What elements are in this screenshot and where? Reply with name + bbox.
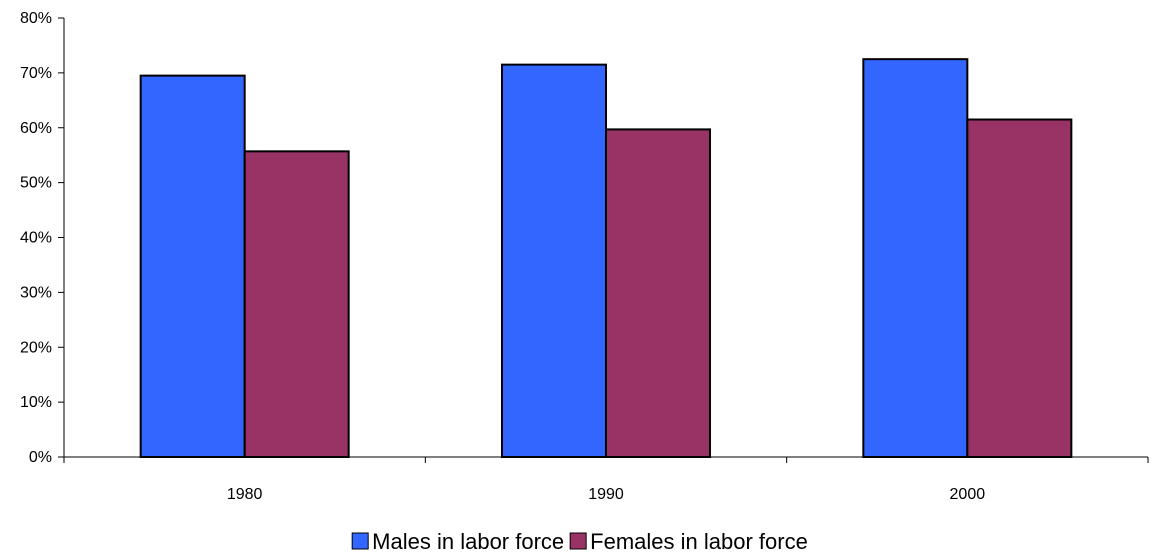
bar-females-1990 xyxy=(605,128,711,459)
y-tick-label: 40% xyxy=(20,230,52,247)
bar-males-1980 xyxy=(139,74,246,459)
bar-males-1990 xyxy=(501,63,607,459)
y-tick-label: 80% xyxy=(20,10,52,27)
y-tick-label: 0% xyxy=(29,449,52,466)
x-axis-ticks: 1980 1990 2000 xyxy=(63,457,1149,503)
y-tick-label: 50% xyxy=(20,175,52,192)
y-tick-label: 10% xyxy=(20,394,52,411)
x-tick-label: 1990 xyxy=(588,486,624,503)
legend-swatch-females xyxy=(569,532,587,550)
y-tick-label: 30% xyxy=(20,284,52,301)
axes xyxy=(63,18,1148,458)
legend: Males in labor force Females in labor for… xyxy=(351,529,808,554)
legend-label-females: Females in labor force xyxy=(590,529,808,554)
bar-females-1980 xyxy=(243,150,350,458)
y-tick-label: 20% xyxy=(20,339,52,356)
legend-swatch-males xyxy=(351,532,369,550)
x-tick-label: 2000 xyxy=(950,486,986,503)
legend-label-males: Males in labor force xyxy=(372,529,564,554)
bars xyxy=(139,58,1073,459)
x-tick-label: 1980 xyxy=(227,486,263,503)
bar-females-2000 xyxy=(966,118,1073,459)
y-tick-label: 60% xyxy=(20,120,52,137)
y-axis-ticks: 0% 10% 20% 30% 40% 50% 60% 70% 80% xyxy=(20,10,64,466)
bar-males-2000 xyxy=(862,58,969,458)
y-tick-label: 70% xyxy=(20,65,52,82)
